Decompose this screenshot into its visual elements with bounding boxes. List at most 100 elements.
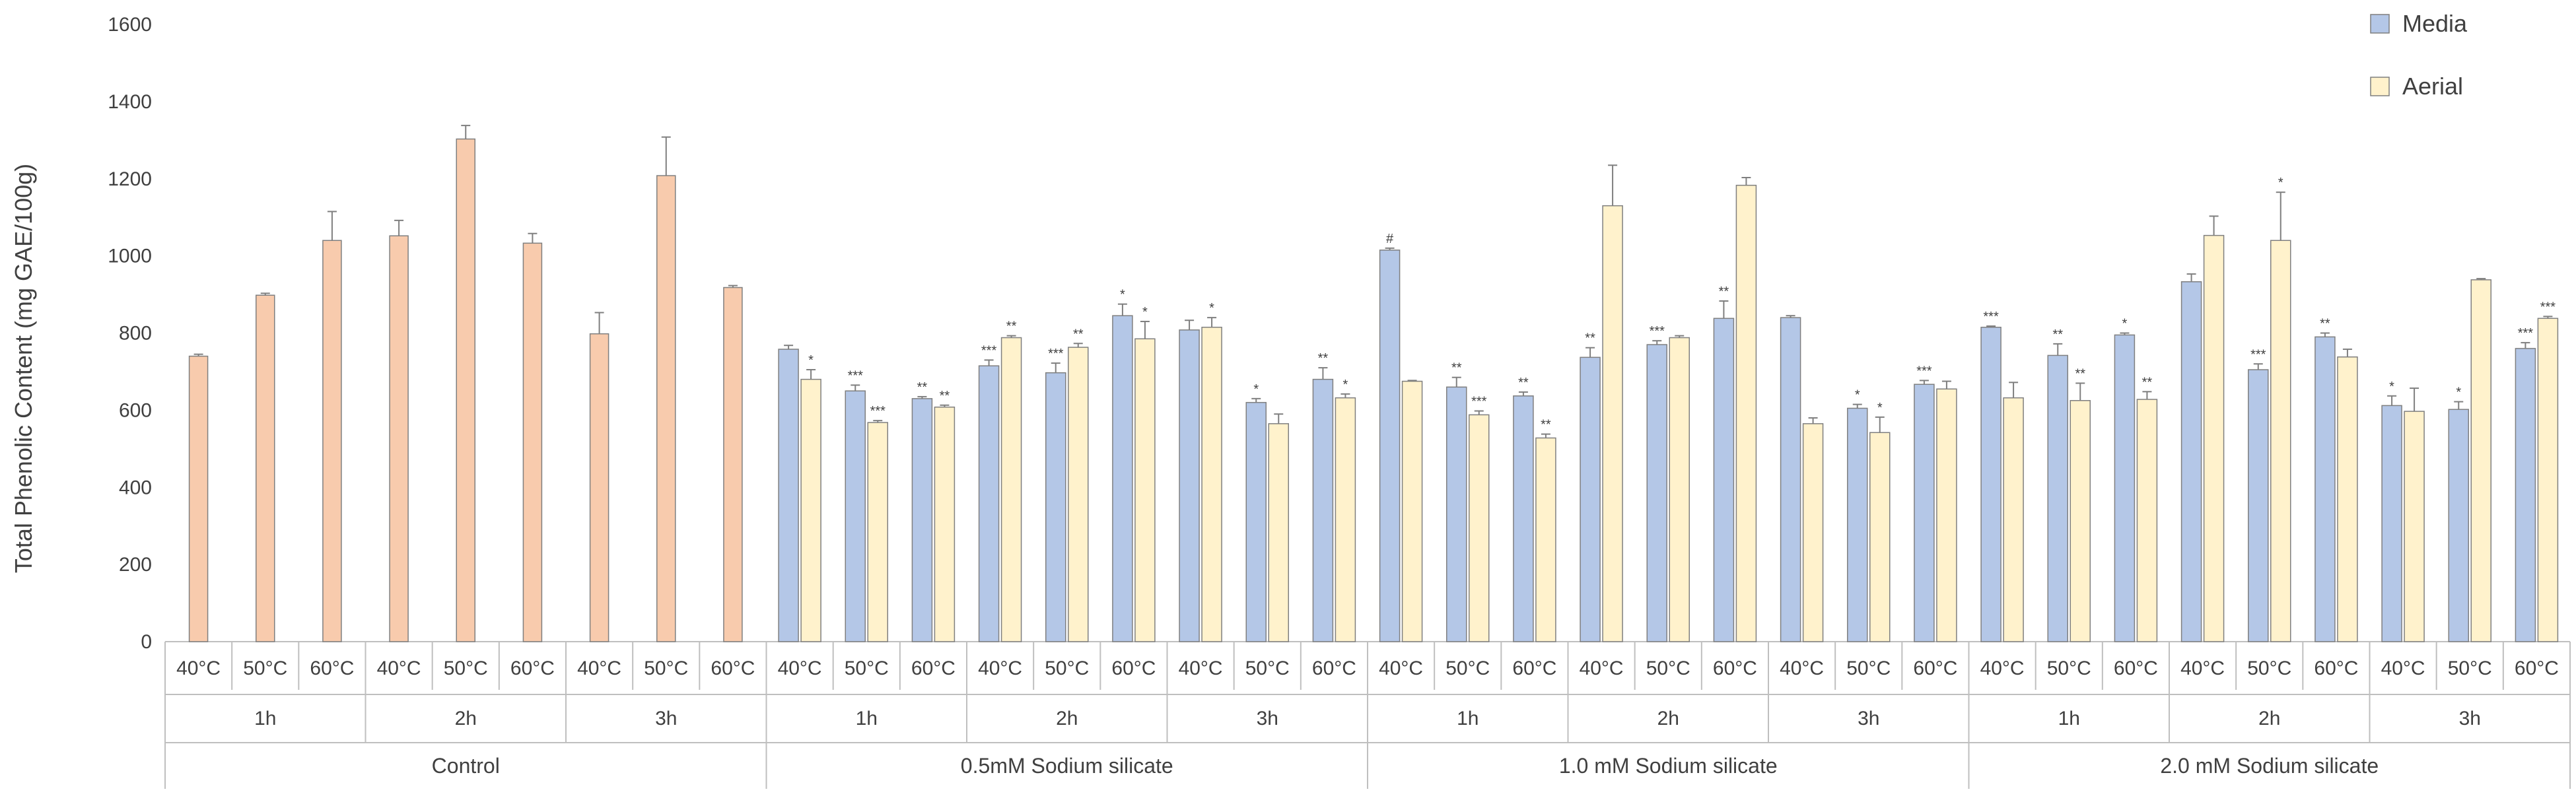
- bar-media: [845, 390, 866, 642]
- temperature-label: 60°C: [2114, 657, 2158, 679]
- bar-aerial: [2136, 399, 2158, 642]
- group-label: 1.0 mM Sodium silicate: [1559, 754, 1778, 778]
- time-label: 2h: [455, 708, 477, 729]
- bar-aerial: [2537, 318, 2559, 642]
- significance-label: *: [1209, 301, 1214, 316]
- y-tick-label: 600: [119, 399, 152, 421]
- bar-media: [1045, 372, 1066, 642]
- significance-label: **: [1719, 285, 1729, 299]
- bar-aerial: [1535, 437, 1556, 642]
- significance-label: ***: [848, 368, 864, 383]
- bar-aerial: [1735, 184, 1757, 642]
- significance-label: **: [2052, 327, 2063, 342]
- bar-media: [1446, 386, 1467, 642]
- bar-aerial: [1134, 338, 1156, 642]
- significance-label: ***: [1650, 324, 1665, 339]
- bar-media: [911, 398, 933, 642]
- significance-label: ***: [870, 404, 886, 419]
- y-tick-label: 1000: [108, 246, 152, 267]
- y-tick-label: 1400: [108, 91, 152, 113]
- bar-media: [2448, 409, 2469, 642]
- significance-label: **: [917, 380, 928, 395]
- bar-media: [1312, 378, 1334, 642]
- x-axis: 40°C 50°C 60°C 40°C 50°C 60°C 40°C 50°C 60°C 40°C…: [164, 642, 2571, 789]
- temperature-label: 60°C: [1713, 657, 1757, 679]
- legend-swatch-media: [2370, 14, 2390, 34]
- y-tick-label: 200: [119, 554, 152, 576]
- time-label: 1h: [1457, 708, 1479, 729]
- bar-aerial: [800, 378, 821, 642]
- bar-aerial: [1268, 423, 1289, 642]
- temperature-label: 60°C: [510, 657, 555, 679]
- time-label: 3h: [1257, 708, 1278, 729]
- significance-label: ***: [2518, 326, 2534, 341]
- time-label: 2h: [2258, 708, 2280, 729]
- significance-label: *: [2456, 386, 2461, 400]
- significance-label: *: [1142, 305, 1148, 320]
- bar-aerial: [1401, 380, 1423, 642]
- temperature-label: 60°C: [2515, 657, 2559, 679]
- time-label: 1h: [254, 708, 276, 729]
- temperature-label: 60°C: [911, 657, 956, 679]
- bar-media: [2248, 369, 2269, 642]
- y-tick-label: 0: [141, 631, 152, 653]
- significance-label: **: [2320, 317, 2330, 331]
- bar-aerial: [1469, 414, 1490, 642]
- bar-aerial: [1802, 423, 1824, 642]
- temperature-label: 60°C: [310, 657, 354, 679]
- time-label: 2h: [1657, 708, 1679, 729]
- significance-label: **: [2075, 366, 2085, 381]
- bar-aerial: [2003, 397, 2024, 642]
- temperature-label: 40°C: [1580, 657, 1624, 679]
- y-tick-label: 400: [119, 477, 152, 498]
- time-label: 3h: [1858, 708, 1879, 729]
- y-tick-label: 1200: [108, 168, 152, 190]
- bar-control: [589, 333, 609, 642]
- bar-aerial: [934, 406, 956, 642]
- bar-control: [322, 240, 342, 642]
- significance-label: *: [2122, 317, 2128, 331]
- bar-media: [778, 349, 799, 642]
- significance-label: **: [2142, 375, 2153, 389]
- significance-label: ***: [981, 343, 997, 358]
- temperature-label: 40°C: [778, 657, 822, 679]
- temperature-label: 40°C: [2381, 657, 2425, 679]
- bar-aerial: [2404, 411, 2425, 642]
- temperature-label: 60°C: [1312, 657, 1356, 679]
- bar-control: [723, 286, 743, 642]
- temperature-label: 50°C: [1445, 657, 1490, 679]
- bar-media: [1245, 401, 1267, 642]
- temperature-label: 40°C: [176, 657, 221, 679]
- significance-label: **: [1541, 418, 1551, 432]
- y-tick-label: 800: [119, 323, 152, 345]
- temperature-label: 50°C: [1646, 657, 1690, 679]
- significance-label: **: [1006, 320, 1017, 334]
- temperature-label: 50°C: [243, 657, 287, 679]
- temperature-label: 50°C: [644, 657, 688, 679]
- bar-media: [1780, 317, 1801, 642]
- bar-aerial: [1000, 337, 1022, 642]
- temperature-label: 40°C: [1379, 657, 1423, 679]
- temperature-label: 60°C: [2314, 657, 2358, 679]
- bar-control: [389, 235, 409, 642]
- significance-label: **: [1585, 331, 1595, 346]
- significance-label: *: [1253, 382, 1259, 397]
- time-label: 1h: [856, 708, 878, 729]
- group-label: Control: [432, 754, 500, 778]
- y-tick-label: 1600: [108, 14, 152, 36]
- significance-label: **: [940, 389, 950, 403]
- bar-media: [1847, 407, 1868, 642]
- bar-aerial: [1602, 205, 1623, 642]
- significance-label: *: [1855, 388, 1860, 403]
- bar-aerial: [1869, 432, 1891, 642]
- bar-media: [1914, 384, 1935, 642]
- significance-label: ***: [1983, 310, 1999, 324]
- significance-label: **: [1518, 376, 1529, 390]
- significance-label: *: [1877, 401, 1883, 415]
- bar-media: [2315, 336, 2336, 642]
- significance-label: ***: [2250, 347, 2266, 362]
- bar-media: [1713, 318, 1735, 642]
- group-label: 2.0 mM Sodium silicate: [2160, 754, 2379, 778]
- bar-aerial: [1068, 347, 1089, 642]
